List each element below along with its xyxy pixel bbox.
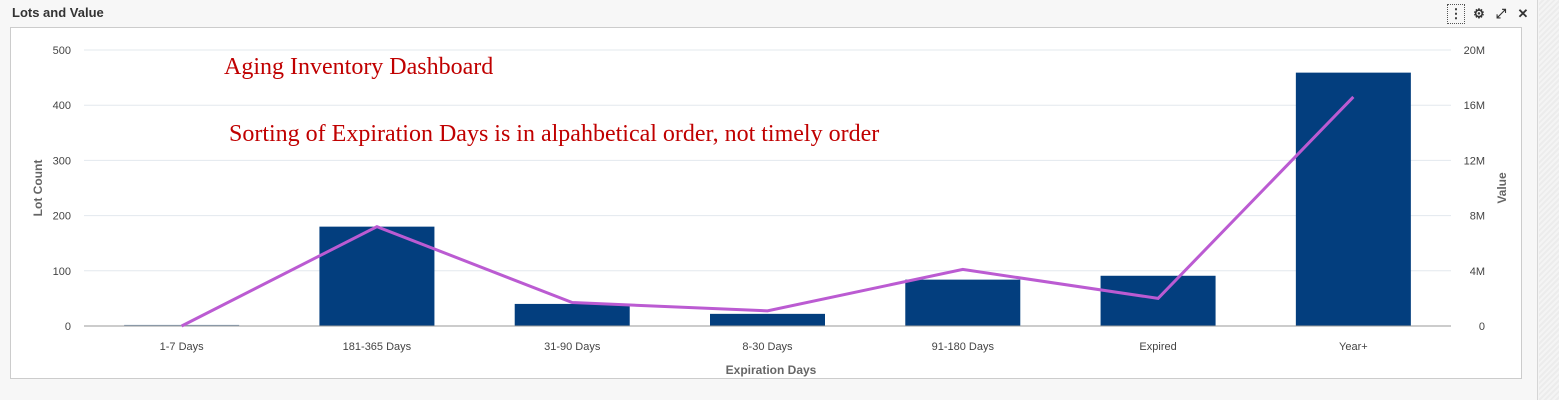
close-icon[interactable]: ✕: [1517, 6, 1529, 21]
y2-tick-label: 0: [1479, 321, 1485, 333]
y-tick-label: 300: [53, 155, 71, 167]
y2-tick-label: 8M: [1470, 211, 1485, 223]
gear-icon[interactable]: ⚙: [1473, 6, 1485, 21]
bar[interactable]: [1100, 275, 1216, 326]
y2-tick-label: 20M: [1464, 45, 1485, 57]
y2-tick-label: 4M: [1470, 266, 1485, 278]
expand-icon[interactable]: ⤢: [1495, 6, 1507, 21]
y-tick-label: 100: [53, 266, 71, 278]
bar[interactable]: [514, 303, 630, 326]
x-tick-label: 31-90 Days: [544, 341, 601, 353]
bar[interactable]: [905, 279, 1021, 326]
x-axis-title: Expiration Days: [726, 363, 817, 377]
y-tick-label: 200: [53, 211, 71, 223]
panel-title: Lots and Value: [12, 5, 104, 20]
x-tick-label: Expired: [1139, 341, 1176, 353]
x-tick-label: Year+: [1339, 341, 1368, 353]
page-scrollbar[interactable]: [1539, 0, 1559, 400]
lots-value-chart: 0 100 200 300 400 500 0 4M 8M 12M 16M 20M 1-7 Days 18…: [31, 45, 1509, 377]
y2-axis-title: Value: [1495, 172, 1509, 204]
annotation-title: Aging Inventory Dashboard: [224, 54, 494, 80]
x-tick-label: 1-7 Days: [160, 341, 205, 353]
chart-frame: 0 100 200 300 400 500 0 4M 8M 12M 16M 20M 1-7 Days 18…: [10, 27, 1522, 379]
bar[interactable]: [1295, 72, 1411, 326]
panel-toolbar: ⋮ ⚙ ⤢ ✕: [1447, 4, 1531, 24]
menu-icon[interactable]: ⋮: [1447, 4, 1465, 24]
y-tick-label: 400: [53, 100, 71, 112]
x-tick-label: 8-30 Days: [742, 341, 793, 353]
bar[interactable]: [319, 226, 435, 326]
y-axis-title: Lot Count: [31, 160, 45, 217]
x-tick-label: 181-365 Days: [343, 341, 412, 353]
y2-tick-label: 16M: [1464, 100, 1485, 112]
bar[interactable]: [710, 313, 825, 326]
x-tick-label: 91-180 Days: [932, 341, 995, 353]
y2-tick-label: 12M: [1464, 155, 1485, 167]
annotation-note: Sorting of Expiration Days is in alpahbe…: [229, 121, 880, 147]
y-tick-label: 500: [53, 45, 71, 57]
value-line[interactable]: [180, 95, 1355, 328]
y-tick-label: 0: [65, 321, 71, 333]
